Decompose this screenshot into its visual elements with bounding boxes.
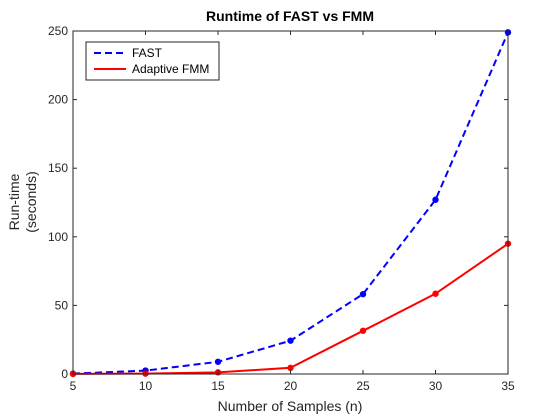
x-tick-label-0: 5 (70, 379, 77, 393)
y-tick-label-0: 0 (61, 367, 68, 381)
legend-label-0: FAST (132, 46, 163, 60)
data-point-0-3 (287, 337, 294, 344)
data-point-1-4 (359, 327, 367, 334)
y-axis-label-line2: (seconds) (23, 171, 39, 232)
x-tick-label-6: 35 (501, 379, 515, 393)
data-point-1-3 (287, 364, 294, 372)
y-tick-label-2: 100 (48, 230, 68, 244)
data-point-0-4 (359, 290, 367, 298)
y-tick-label-3: 150 (48, 161, 68, 175)
x-tick-label-3: 20 (284, 379, 298, 393)
data-point-1-5 (432, 290, 439, 297)
x-axis-label: Number of Samples (n) (218, 398, 363, 414)
y-axis-label-line1: Run-time (6, 173, 22, 230)
data-point-0-2 (214, 358, 222, 365)
legend-box (85, 41, 220, 81)
x-tick-label-5: 30 (429, 379, 443, 393)
x-tick-label-4: 25 (356, 379, 370, 393)
x-tick-label-2: 15 (211, 379, 225, 393)
legend-label-1: Adaptive FMM (132, 62, 209, 76)
y-tick-label-1: 50 (55, 298, 69, 312)
data-point-0-5 (432, 196, 439, 203)
chart-title: Runtime of FAST vs FMM (206, 8, 374, 24)
x-tick-label-1: 10 (139, 379, 153, 393)
y-tick-label-5: 250 (48, 24, 68, 38)
y-tick-label-4: 200 (48, 93, 68, 107)
